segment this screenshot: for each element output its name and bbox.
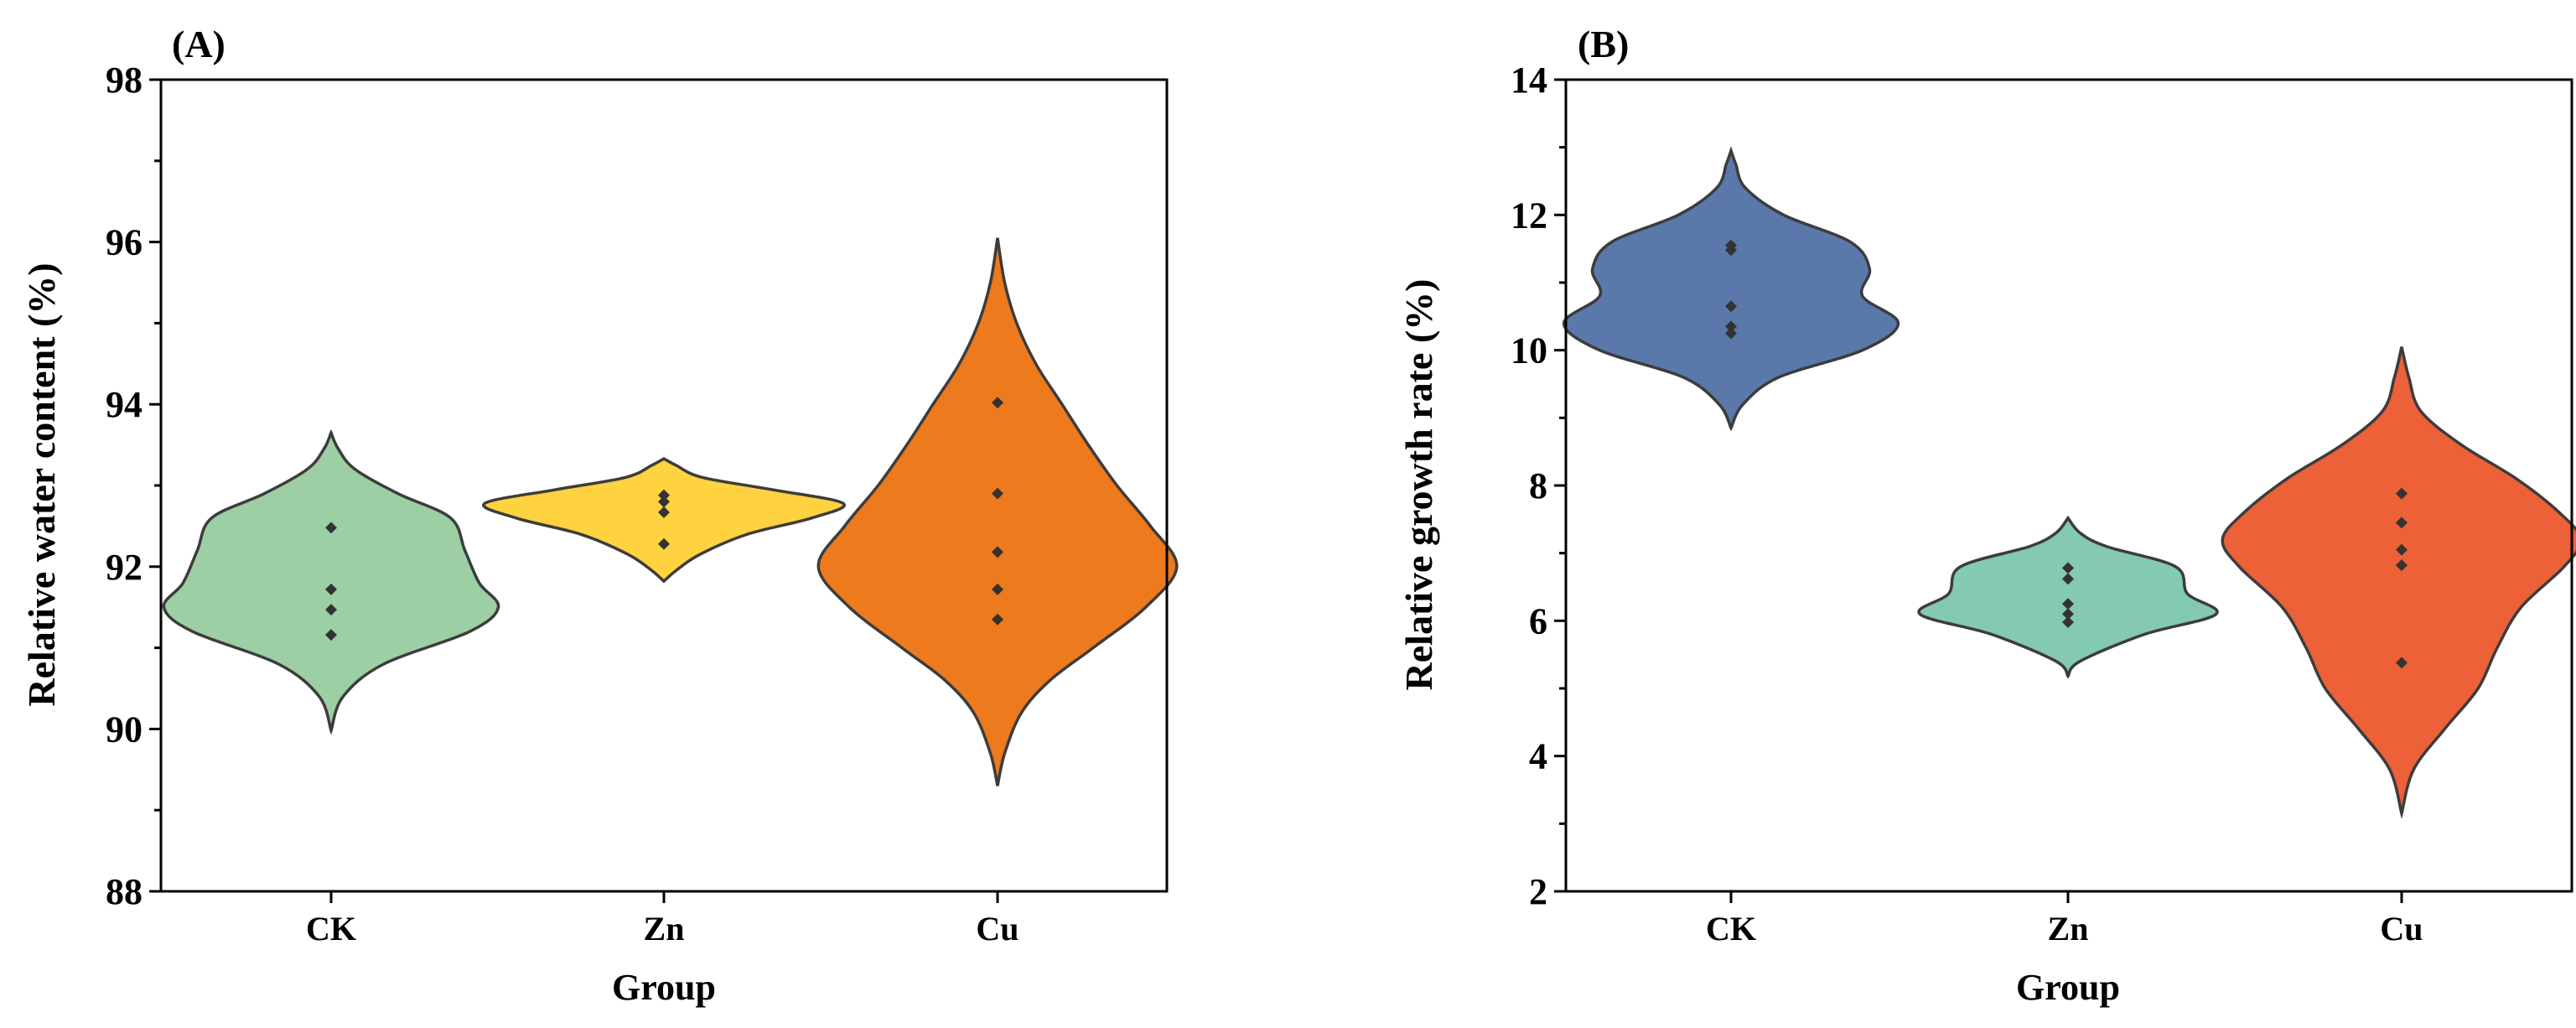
x-tick-label: Zn	[2048, 910, 2089, 948]
data-point	[2396, 517, 2408, 529]
plot-area: 2 4 6 8 10 12 14 CK Zn Cu	[1511, 60, 2576, 948]
data-point	[2062, 562, 2074, 574]
violin-cu	[816, 237, 1179, 787]
y-tick-label: 2	[1529, 871, 1547, 912]
data-point	[2396, 559, 2408, 572]
y-tick-label: 92	[106, 547, 143, 588]
y-axis-title: Relative growth rate (%)	[1397, 279, 1440, 691]
violin-ck	[162, 428, 500, 735]
data-point	[2062, 598, 2074, 610]
data-point	[1725, 300, 1737, 313]
panel-b: (B) Relative growth rate (%) Group 2 4 6 8 1…	[1397, 23, 2576, 1008]
y-tick-label: 12	[1511, 195, 1547, 236]
violin-body	[816, 237, 1179, 787]
data-point	[658, 537, 670, 550]
y-tick-label: 98	[106, 60, 143, 101]
y-tick-label: 96	[106, 222, 143, 263]
panel-label: (B)	[1578, 23, 1629, 65]
data-point	[1725, 320, 1737, 333]
violin-body	[1562, 146, 1900, 432]
x-tick-label: Cu	[2380, 910, 2423, 948]
y-tick-label: 10	[1511, 330, 1547, 371]
data-point	[1725, 327, 1737, 340]
x-tick-label: Zn	[644, 910, 685, 948]
y-tick-label: 94	[106, 384, 143, 425]
violin-body	[162, 428, 500, 735]
data-point	[992, 583, 1003, 595]
data-point	[658, 496, 670, 508]
x-axis-title: Group	[2016, 967, 2120, 1008]
data-point	[2062, 573, 2074, 585]
data-point	[658, 506, 670, 518]
violin-body	[1917, 515, 2219, 679]
data-point	[2396, 657, 2408, 669]
y-axis-title: Relative water content (%)	[20, 262, 63, 706]
violin-zn	[482, 457, 847, 584]
data-point	[992, 487, 1003, 500]
data-point	[325, 604, 337, 616]
panel-label: (A)	[172, 23, 225, 65]
violin-body	[482, 457, 847, 584]
y-tick-label: 6	[1529, 600, 1547, 641]
y-tick-label: 90	[106, 709, 143, 750]
x-tick-label: Cu	[976, 910, 1018, 948]
x-tick-label: CK	[306, 910, 356, 948]
x-tick-label: CK	[1706, 910, 1756, 948]
data-point	[2062, 608, 2074, 620]
data-point	[992, 613, 1003, 626]
violin-zn	[1917, 515, 2219, 679]
violin-body	[2221, 346, 2576, 819]
data-point	[325, 522, 337, 534]
data-point	[325, 629, 337, 641]
y-tick-label: 8	[1529, 465, 1547, 506]
data-point	[658, 489, 670, 501]
data-point	[2062, 615, 2074, 628]
plot-area: 88 90 92 94 96 98 CK Zn Cu	[106, 60, 1179, 948]
data-point	[2396, 487, 2408, 500]
y-tick-label: 88	[106, 871, 143, 912]
data-point	[325, 583, 337, 595]
data-point	[992, 546, 1003, 558]
panel-a: (A) Relative water content (%) Group 88 9…	[20, 23, 1179, 1008]
violin-ck	[1562, 146, 1900, 432]
data-point	[2396, 543, 2408, 556]
violin-cu	[2221, 346, 2576, 819]
x-axis-title: Group	[612, 967, 716, 1008]
data-point	[992, 397, 1003, 409]
y-tick-label: 4	[1529, 736, 1547, 777]
data-point	[1725, 244, 1737, 257]
y-tick-label: 14	[1511, 60, 1547, 101]
